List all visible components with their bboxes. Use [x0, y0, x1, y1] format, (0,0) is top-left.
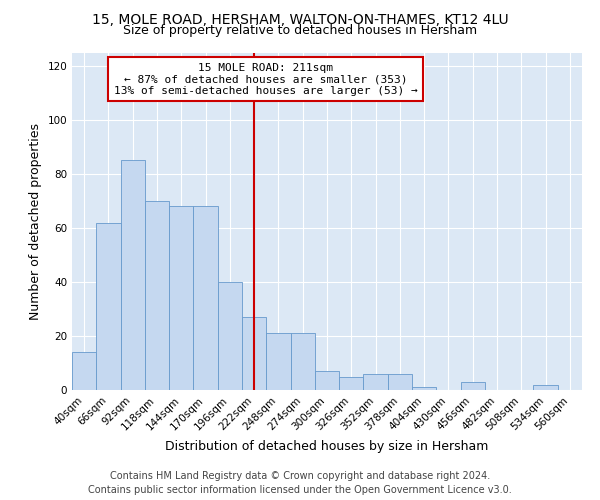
- Bar: [388, 374, 412, 390]
- Bar: [315, 371, 339, 390]
- Bar: [121, 160, 145, 390]
- Bar: [169, 206, 193, 390]
- Bar: [290, 334, 315, 390]
- Text: 15 MOLE ROAD: 211sqm
← 87% of detached houses are smaller (353)
13% of semi-deta: 15 MOLE ROAD: 211sqm ← 87% of detached h…: [114, 62, 418, 96]
- Y-axis label: Number of detached properties: Number of detached properties: [29, 122, 42, 320]
- Bar: [364, 374, 388, 390]
- Text: Contains HM Land Registry data © Crown copyright and database right 2024.
Contai: Contains HM Land Registry data © Crown c…: [88, 471, 512, 495]
- Bar: [461, 382, 485, 390]
- Bar: [242, 317, 266, 390]
- Text: 15, MOLE ROAD, HERSHAM, WALTON-ON-THAMES, KT12 4LU: 15, MOLE ROAD, HERSHAM, WALTON-ON-THAMES…: [92, 12, 508, 26]
- Bar: [218, 282, 242, 390]
- Bar: [193, 206, 218, 390]
- Bar: [145, 201, 169, 390]
- X-axis label: Distribution of detached houses by size in Hersham: Distribution of detached houses by size …: [166, 440, 488, 453]
- Bar: [412, 388, 436, 390]
- Bar: [96, 222, 121, 390]
- Bar: [72, 352, 96, 390]
- Text: Size of property relative to detached houses in Hersham: Size of property relative to detached ho…: [123, 24, 477, 37]
- Bar: [339, 376, 364, 390]
- Bar: [266, 334, 290, 390]
- Bar: [533, 384, 558, 390]
